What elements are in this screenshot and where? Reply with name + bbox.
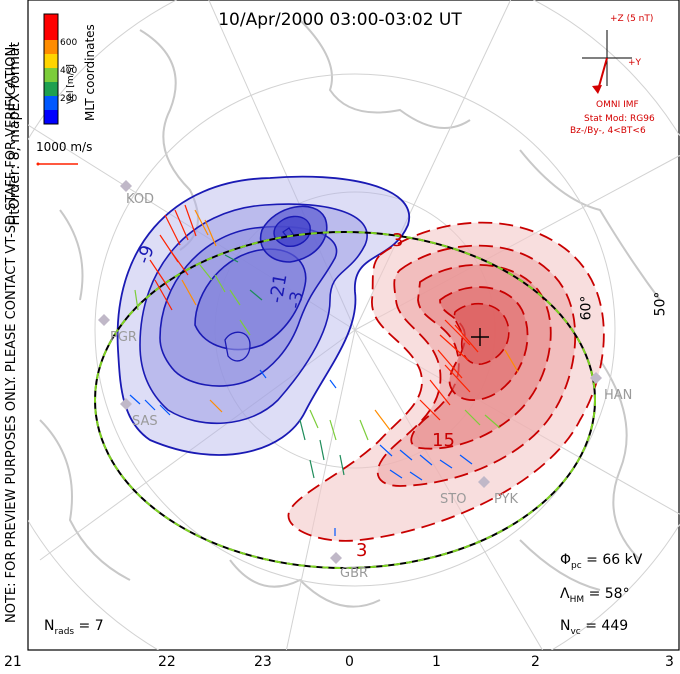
colorbar-tick-400: 400 xyxy=(60,66,78,76)
mlt-label-23: 23 xyxy=(254,654,272,670)
colorbar-tick-200: 200 xyxy=(60,94,78,104)
imf-source: OMNI IMF xyxy=(596,100,639,110)
contour-label-pos3-top: 3 xyxy=(392,230,404,251)
velocity-vectors xyxy=(129,204,519,536)
station-kod: KOD xyxy=(126,192,155,207)
imf-model-line1: Stat Mod: RG96 xyxy=(584,114,655,124)
station-sas: SAS xyxy=(132,414,158,429)
imf-clock xyxy=(582,30,632,94)
positive-cell xyxy=(287,221,605,542)
imf-z-label: +Z (5 nT) xyxy=(610,14,654,24)
stat-n-vc-value: 449 xyxy=(601,618,629,634)
contour-label-neg3: -3 xyxy=(285,289,308,311)
hm-boundary-dash xyxy=(94,231,596,569)
station-markers xyxy=(98,180,602,564)
negative-cell xyxy=(116,175,411,456)
stat-n-vc: Nvc = 449 xyxy=(560,618,629,637)
stat-lambda-hm-value: 58° xyxy=(604,586,630,602)
colorbar-tick-600: 600 xyxy=(60,38,78,48)
stat-phi-pc: Φpc = 66 kV xyxy=(560,552,643,571)
contour-label-pos3-bottom: 3 xyxy=(356,540,368,561)
mlt-label-3: 3 xyxy=(665,654,674,670)
stat-n-rads: Nrads = 7 xyxy=(44,618,104,637)
stat-phi-pc-value: 66 kV xyxy=(602,552,643,568)
station-gbr: GBR xyxy=(340,566,369,581)
stat-lambda-hm: ΛHM = 58° xyxy=(560,586,630,605)
vector-scale-origin xyxy=(36,162,40,166)
imf-model-line2: Bz-/By-, 4<BT<6 xyxy=(570,126,646,136)
mlt-label-1: 1 xyxy=(432,654,441,670)
stat-n-rads-value: 7 xyxy=(94,618,104,634)
station-han: HAN xyxy=(604,388,633,403)
colorbar xyxy=(43,13,59,125)
imf-y-label: +Y xyxy=(628,58,642,68)
vector-scale-label: 1000 m/s xyxy=(36,140,93,154)
mlt-label-0: 0 xyxy=(345,654,354,670)
mlt-label-2: 2 xyxy=(531,654,540,670)
station-pgr: PGR xyxy=(110,330,137,345)
map-title: 10/Apr/2000 03:00-03:02 UT xyxy=(218,10,462,30)
plot-border xyxy=(27,0,680,651)
mlt-label-22: 22 xyxy=(158,654,176,670)
contour-label-pos15: 15 xyxy=(432,430,455,451)
fit-order-note: FitOrder: 8, mapEX format xyxy=(7,42,23,226)
mlt-label-21: 21 xyxy=(4,654,22,670)
lat-label-60: 60° xyxy=(578,295,595,321)
station-sto: STO xyxy=(440,492,467,507)
lat-label-50: 50° xyxy=(652,291,669,317)
station-pyk: PYK xyxy=(494,492,519,507)
coord-system-label: MLT coordinates xyxy=(83,24,97,121)
